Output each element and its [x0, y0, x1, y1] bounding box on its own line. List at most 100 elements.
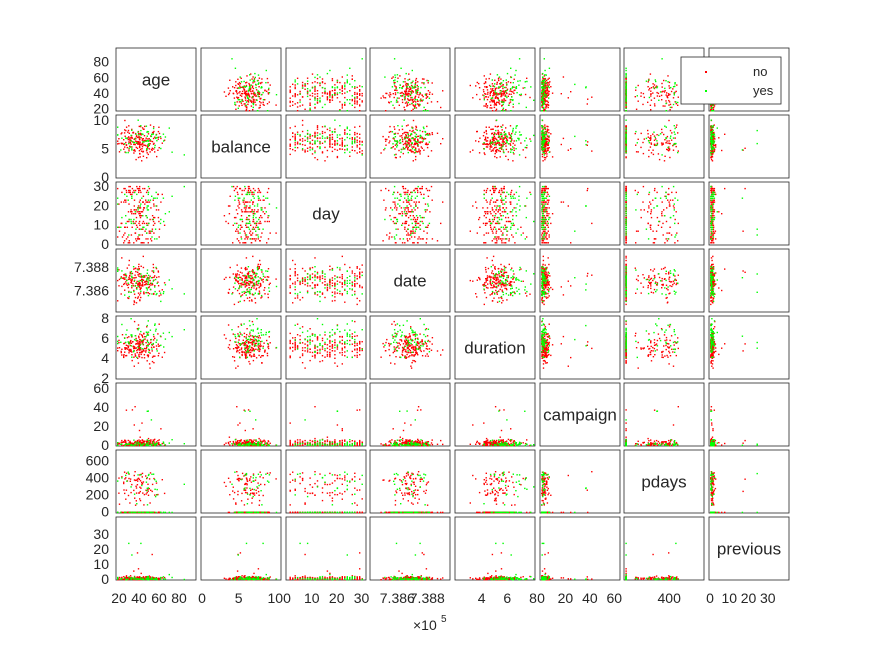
- point-yes: [243, 197, 245, 199]
- point-yes: [155, 205, 157, 207]
- point-yes: [502, 234, 504, 236]
- point-yes: [502, 137, 505, 139]
- point-yes: [314, 103, 316, 105]
- point-yes: [713, 135, 716, 137]
- point-no: [118, 142, 120, 145]
- point-no: [253, 213, 255, 215]
- point-yes: [146, 135, 148, 137]
- point-no: [388, 142, 390, 144]
- point-no: [494, 89, 497, 91]
- point-no: [402, 85, 405, 87]
- point-no: [485, 130, 487, 133]
- point-yes: [413, 131, 415, 133]
- point-no: [139, 141, 141, 143]
- point-no: [235, 108, 237, 110]
- point-no: [486, 201, 488, 203]
- point-yes: [406, 86, 408, 88]
- point-no: [405, 90, 408, 93]
- point-no: [721, 149, 723, 152]
- point-no: [494, 87, 497, 90]
- point-no: [486, 222, 488, 225]
- point-yes: [256, 110, 259, 112]
- point-yes: [542, 226, 545, 228]
- point-no: [334, 140, 336, 142]
- point-yes: [403, 138, 406, 140]
- point-no: [299, 99, 301, 101]
- point-no: [546, 137, 548, 139]
- point-yes: [334, 131, 336, 133]
- point-yes: [392, 143, 394, 145]
- point-no: [394, 144, 397, 146]
- point-no: [407, 104, 409, 106]
- point-yes: [396, 144, 399, 147]
- point-no: [359, 151, 361, 153]
- point-no: [429, 134, 431, 136]
- point-no: [258, 222, 260, 225]
- point-no: [121, 236, 124, 238]
- point-no: [428, 93, 431, 95]
- point-no: [314, 96, 316, 98]
- point-yes: [314, 97, 316, 99]
- point-no: [258, 86, 260, 88]
- point-yes: [515, 127, 517, 129]
- point-no: [145, 144, 147, 147]
- point-yes: [410, 91, 412, 93]
- point-no: [501, 201, 503, 203]
- point-yes: [515, 87, 517, 89]
- point-yes: [405, 72, 407, 75]
- point-no: [495, 104, 497, 106]
- point-no: [134, 132, 137, 135]
- point-no: [402, 201, 405, 203]
- point-no: [384, 97, 387, 99]
- point-no: [511, 189, 513, 192]
- point-no: [253, 94, 256, 96]
- point-no: [545, 138, 547, 140]
- point-no: [145, 201, 147, 203]
- point-no: [129, 185, 131, 188]
- point-yes: [673, 92, 675, 94]
- point-no: [493, 238, 495, 240]
- point-no: [241, 90, 244, 93]
- cell-balance-vs-campaign: [539, 114, 621, 179]
- point-no: [244, 232, 246, 234]
- point-no: [492, 143, 494, 145]
- point-no: [543, 85, 546, 87]
- point-yes: [673, 131, 675, 133]
- point-no: [351, 75, 353, 77]
- point-yes: [506, 89, 508, 91]
- point-yes: [667, 81, 669, 83]
- point-yes: [154, 228, 157, 230]
- point-yes: [417, 89, 419, 91]
- point-no: [354, 87, 356, 89]
- point-no: [417, 138, 419, 140]
- point-no: [394, 207, 396, 209]
- point-yes: [545, 228, 547, 230]
- point-yes: [245, 234, 248, 236]
- point-yes: [329, 127, 331, 129]
- point-no: [587, 141, 589, 143]
- point-yes: [665, 126, 667, 128]
- point-yes: [299, 142, 301, 145]
- point-no: [421, 187, 423, 190]
- point-no: [309, 94, 311, 97]
- point-no: [294, 103, 296, 105]
- point-no: [506, 138, 508, 141]
- point-yes: [542, 102, 545, 105]
- point-no: [712, 138, 714, 141]
- point-no: [493, 134, 495, 136]
- point-yes: [314, 136, 316, 138]
- point-no: [259, 199, 262, 201]
- point-no: [500, 238, 502, 240]
- point-no: [502, 232, 504, 234]
- point-no: [500, 144, 502, 146]
- point-yes: [319, 82, 321, 84]
- point-no: [249, 230, 252, 232]
- point-yes: [255, 86, 257, 89]
- point-yes: [710, 136, 712, 139]
- point-yes: [543, 101, 546, 103]
- point-no: [409, 90, 411, 93]
- point-no: [513, 149, 515, 151]
- point-no: [419, 191, 422, 194]
- point-yes: [349, 83, 351, 85]
- point-no: [505, 90, 507, 92]
